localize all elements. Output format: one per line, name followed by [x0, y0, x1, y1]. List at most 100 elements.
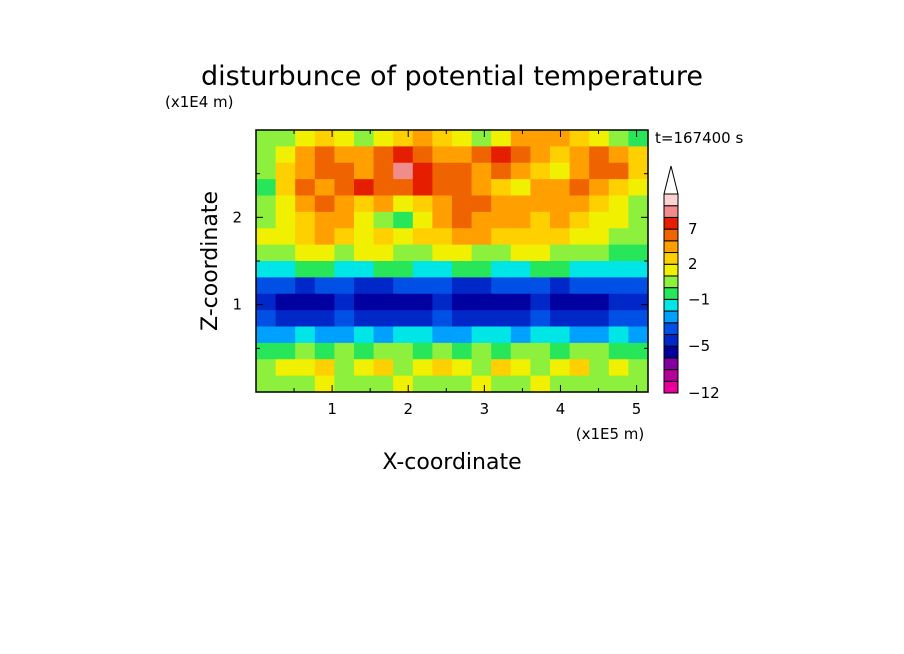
field-cell: [275, 179, 296, 197]
field-cell: [275, 293, 296, 311]
field-cell: [432, 179, 453, 197]
field-cell: [275, 228, 296, 246]
field-cell: [569, 359, 590, 377]
field-cell: [589, 293, 610, 311]
colorbar-label: −1: [688, 290, 710, 308]
field-cell: [550, 244, 571, 262]
field-cell: [530, 277, 551, 295]
x-axis: 1 2 3 4 5: [255, 130, 641, 418]
field-cell: [295, 244, 316, 262]
field-cell: [373, 146, 394, 164]
field-cell: [550, 130, 571, 147]
field-cell: [628, 211, 649, 229]
y-tick-label: 1: [232, 296, 242, 314]
field-cell: [295, 146, 316, 164]
field-cell: [471, 293, 492, 311]
field-cell: [354, 326, 375, 344]
field-cell: [373, 261, 394, 278]
field-cell: [334, 244, 355, 262]
field-cell: [491, 359, 512, 377]
field-cell: [334, 130, 355, 147]
field-cell: [334, 195, 355, 213]
field-cell: [373, 293, 394, 311]
field-cell: [608, 179, 629, 197]
colorbar-segment: [663, 205, 679, 218]
field-cell: [550, 261, 571, 278]
field-cell: [432, 130, 453, 147]
field-cell: [373, 130, 394, 147]
plot-area: [256, 130, 649, 393]
field-cell: [510, 130, 531, 147]
field-cell: [354, 359, 375, 377]
field-cell: [491, 310, 512, 328]
field-cell: [256, 211, 277, 229]
field-cell: [471, 277, 492, 295]
field-cell: [550, 228, 571, 246]
field-cell: [608, 146, 629, 164]
field-cell: [354, 228, 375, 246]
field-cell: [530, 375, 551, 393]
field-cell: [275, 261, 296, 278]
colorbar-segment: [663, 357, 679, 371]
field-cell: [491, 261, 512, 278]
colorbar-label: −5: [688, 337, 710, 355]
field-cell: [412, 211, 433, 229]
field-cell: [314, 228, 335, 246]
field-cell: [569, 179, 590, 197]
field-cell: [295, 293, 316, 311]
field-cell: [471, 244, 492, 262]
field-cell: [569, 130, 590, 147]
field-cell: [569, 277, 590, 295]
colorbar-segment: [663, 275, 679, 289]
field-cell: [491, 130, 512, 147]
field-cell: [432, 228, 453, 246]
field-cell: [550, 277, 571, 295]
field-cell: [275, 211, 296, 229]
field-cell: [589, 277, 610, 295]
field-cell: [393, 359, 414, 377]
field-cell: [510, 293, 531, 311]
field-cell: [334, 375, 355, 393]
field-cell: [608, 277, 629, 295]
field-cell: [393, 375, 414, 393]
chart-title: disturbunce of potential temperature: [201, 61, 703, 92]
field-cell: [510, 342, 531, 360]
field-cell: [432, 244, 453, 262]
colorbar-segment: [663, 322, 679, 335]
field-cell: [295, 179, 316, 197]
field-cell: [275, 277, 296, 295]
field-cell: [608, 342, 629, 360]
field-cell: [334, 261, 355, 278]
colorbar-label: −12: [688, 384, 720, 402]
field-cell: [608, 162, 629, 180]
field-cell: [510, 195, 531, 213]
field-cell: [569, 342, 590, 360]
field-cell: [471, 326, 492, 344]
field-cell: [295, 326, 316, 344]
field-cell: [471, 310, 492, 328]
field-cell: [275, 162, 296, 180]
field-cell: [452, 179, 473, 197]
colorbar-segment: [663, 252, 679, 265]
field-cell: [491, 228, 512, 246]
field-cell: [412, 277, 433, 295]
field-cell: [393, 195, 414, 213]
field-cell: [608, 310, 629, 328]
field-cell: [256, 261, 277, 278]
field-cell: [550, 146, 571, 164]
field-cell: [530, 342, 551, 360]
field-cell: [589, 130, 610, 147]
field-cell: [432, 211, 453, 229]
field-cell: [491, 211, 512, 229]
field-cell: [510, 162, 531, 180]
field-cell: [589, 228, 610, 246]
field-cell: [471, 342, 492, 360]
field-cell: [334, 359, 355, 377]
field-cell: [314, 130, 335, 147]
field-cell: [628, 195, 649, 213]
field-cell: [412, 146, 433, 164]
field-cell: [510, 277, 531, 295]
colorbar-segment: [663, 345, 679, 359]
field-cell: [412, 375, 433, 393]
field-cell: [569, 310, 590, 328]
